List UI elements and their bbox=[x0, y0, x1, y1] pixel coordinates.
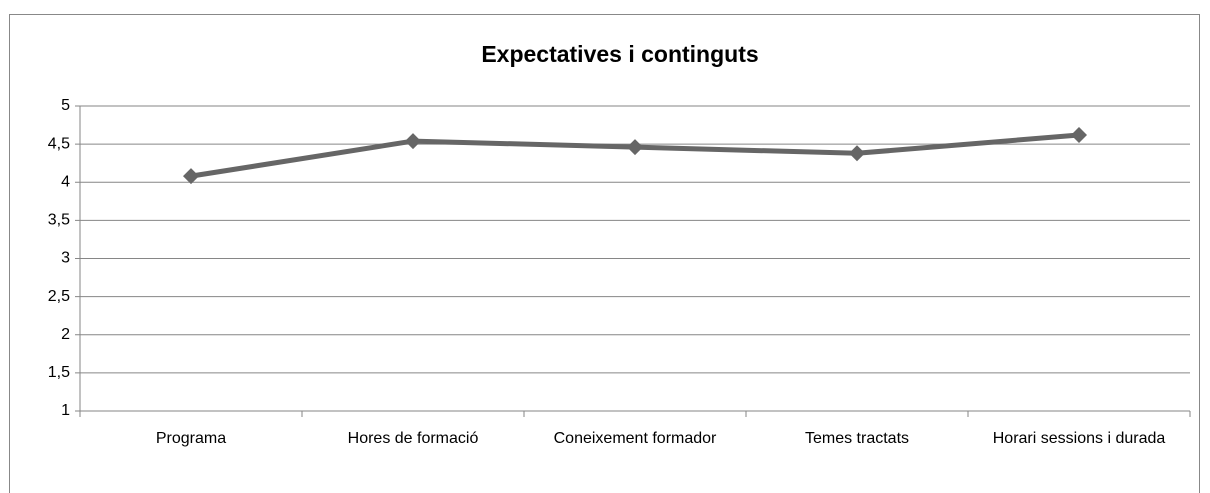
marker bbox=[1071, 126, 1087, 143]
x-tick-label: Programa bbox=[155, 430, 227, 447]
chart-title: Expectatives i continguts bbox=[481, 41, 758, 67]
marker bbox=[405, 133, 421, 150]
chart-border bbox=[9, 14, 1200, 493]
marker bbox=[627, 139, 643, 156]
y-tick-label: 1,5 bbox=[48, 364, 70, 381]
x-tick-label: Temes tractats bbox=[804, 430, 910, 447]
y-tick-label: 1 bbox=[61, 402, 70, 419]
x-tick-label: Coneixement formador bbox=[553, 430, 717, 447]
marker bbox=[849, 145, 865, 162]
x-tick-label: Horari sessions i durada bbox=[992, 430, 1166, 447]
x-tick-label: Hores de formació bbox=[347, 430, 479, 447]
y-tick-label: 4 bbox=[61, 173, 70, 190]
y-tick-label: 3,5 bbox=[48, 212, 70, 229]
y-tick-label: 4,5 bbox=[48, 135, 70, 152]
marker bbox=[183, 168, 199, 185]
y-tick-label: 3 bbox=[61, 250, 70, 267]
y-tick-label: 2,5 bbox=[48, 288, 70, 305]
y-tick-label: 2 bbox=[61, 326, 70, 343]
y-tick-label: 5 bbox=[61, 97, 70, 114]
